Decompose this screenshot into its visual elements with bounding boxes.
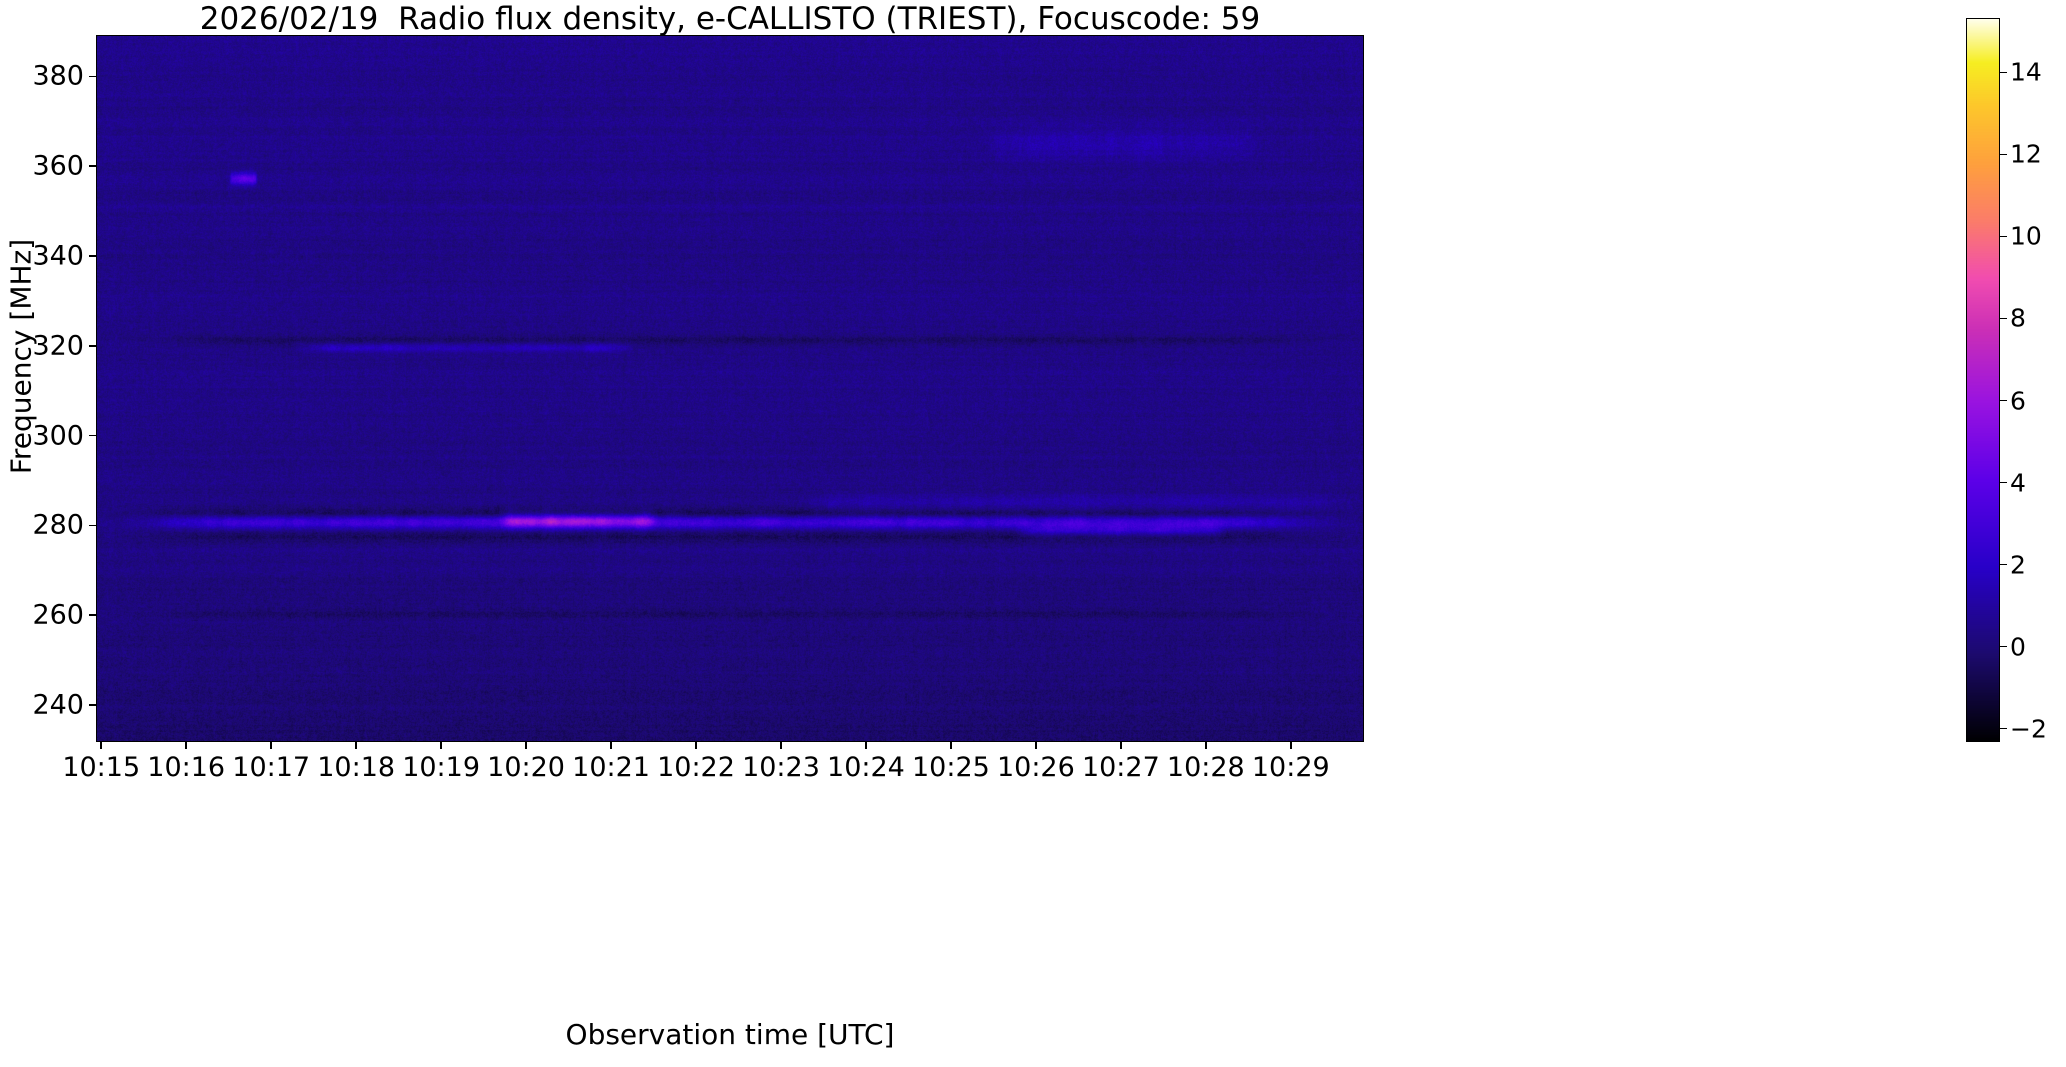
colorbar-tick-label: −2 bbox=[2010, 714, 2047, 744]
x-tick-label: 10:29 bbox=[1251, 752, 1330, 783]
y-tick-label: 300 bbox=[32, 420, 84, 452]
x-tick-mark bbox=[780, 742, 782, 749]
spectrogram-plot-area[interactable] bbox=[96, 35, 1364, 742]
x-tick-mark bbox=[1120, 742, 1122, 749]
y-tick-mark bbox=[89, 524, 96, 527]
x-tick-mark bbox=[865, 742, 867, 749]
y-axis-label: Frequency [MHz] bbox=[4, 238, 38, 475]
x-tick-label: 10:21 bbox=[572, 752, 650, 783]
x-tick-label: 10:26 bbox=[996, 752, 1075, 783]
x-tick-label: 10:15 bbox=[62, 752, 141, 783]
colorbar-tick-mark bbox=[2000, 399, 2007, 402]
y-tick-label: 260 bbox=[32, 599, 84, 631]
x-tick-label: 10:28 bbox=[1166, 752, 1245, 783]
y-tick-mark bbox=[89, 345, 96, 347]
x-tick-label: 10:16 bbox=[147, 752, 226, 783]
colorbar[interactable] bbox=[1966, 18, 2000, 742]
x-tick-label: 10:27 bbox=[1081, 752, 1160, 783]
y-tick-label: 320 bbox=[32, 330, 84, 362]
colorbar-tick-label: 14 bbox=[2010, 57, 2042, 87]
x-tick-label: 10:17 bbox=[232, 752, 311, 783]
colorbar-tick-mark bbox=[2000, 645, 2007, 648]
y-tick-label: 340 bbox=[32, 240, 84, 272]
colorbar-tick-label: 8 bbox=[2010, 303, 2026, 333]
x-tick-label: 10:18 bbox=[317, 752, 396, 783]
x-tick-label: 10:23 bbox=[742, 752, 820, 783]
y-tick-mark bbox=[89, 434, 96, 437]
x-tick-mark bbox=[100, 742, 103, 749]
colorbar-tick-label: 6 bbox=[2010, 386, 2026, 415]
x-tick-label: 10:24 bbox=[827, 752, 905, 783]
colorbar-tick-label: 2 bbox=[2010, 550, 2026, 580]
x-tick-mark bbox=[695, 742, 697, 749]
x-tick-mark bbox=[525, 742, 527, 749]
x-tick-mark bbox=[355, 742, 357, 749]
x-tick-label: 10:19 bbox=[402, 752, 481, 783]
x-axis-label: Observation time [UTC] bbox=[565, 1018, 895, 1051]
colorbar-tick-label: 0 bbox=[2010, 632, 2026, 662]
y-tick-mark bbox=[89, 614, 96, 617]
x-tick-mark bbox=[1205, 742, 1207, 749]
colorbar-tick-label: 4 bbox=[2010, 468, 2026, 498]
colorbar-tick-mark bbox=[2000, 153, 2007, 156]
y-tick-mark bbox=[89, 75, 96, 78]
x-tick-mark bbox=[950, 742, 952, 749]
y-tick-label: 280 bbox=[32, 509, 84, 541]
x-tick-mark bbox=[440, 742, 442, 749]
y-tick-mark bbox=[89, 165, 96, 168]
y-tick-mark bbox=[89, 704, 96, 706]
colorbar-tick-mark bbox=[2000, 71, 2007, 74]
colorbar-tick-label: 12 bbox=[2010, 139, 2042, 169]
y-tick-mark bbox=[89, 255, 96, 257]
x-tick-mark bbox=[1035, 742, 1037, 749]
x-tick-mark bbox=[270, 742, 272, 749]
colorbar-gradient bbox=[1967, 19, 1999, 741]
x-tick-mark bbox=[610, 742, 612, 749]
page-title: 2026/02/19 Radio flux density, e-CALLIST… bbox=[199, 1, 1261, 37]
colorbar-tick-mark bbox=[2000, 235, 2007, 238]
x-tick-mark bbox=[185, 742, 187, 749]
y-tick-label: 360 bbox=[32, 150, 84, 182]
colorbar-tick-mark bbox=[2000, 317, 2007, 320]
spectrogram-heatmap[interactable] bbox=[97, 36, 1363, 741]
colorbar-tick-label: 10 bbox=[2010, 221, 2042, 251]
colorbar-tick-mark bbox=[2000, 481, 2007, 484]
x-tick-label: 10:22 bbox=[657, 752, 735, 783]
y-tick-label: 380 bbox=[32, 60, 84, 92]
x-tick-label: 10:20 bbox=[487, 752, 565, 783]
y-tick-label: 240 bbox=[32, 689, 84, 721]
colorbar-tick-mark bbox=[2000, 563, 2007, 566]
x-tick-mark bbox=[1289, 742, 1292, 749]
colorbar-tick-mark bbox=[2000, 727, 2007, 730]
x-tick-label: 10:25 bbox=[912, 752, 990, 783]
